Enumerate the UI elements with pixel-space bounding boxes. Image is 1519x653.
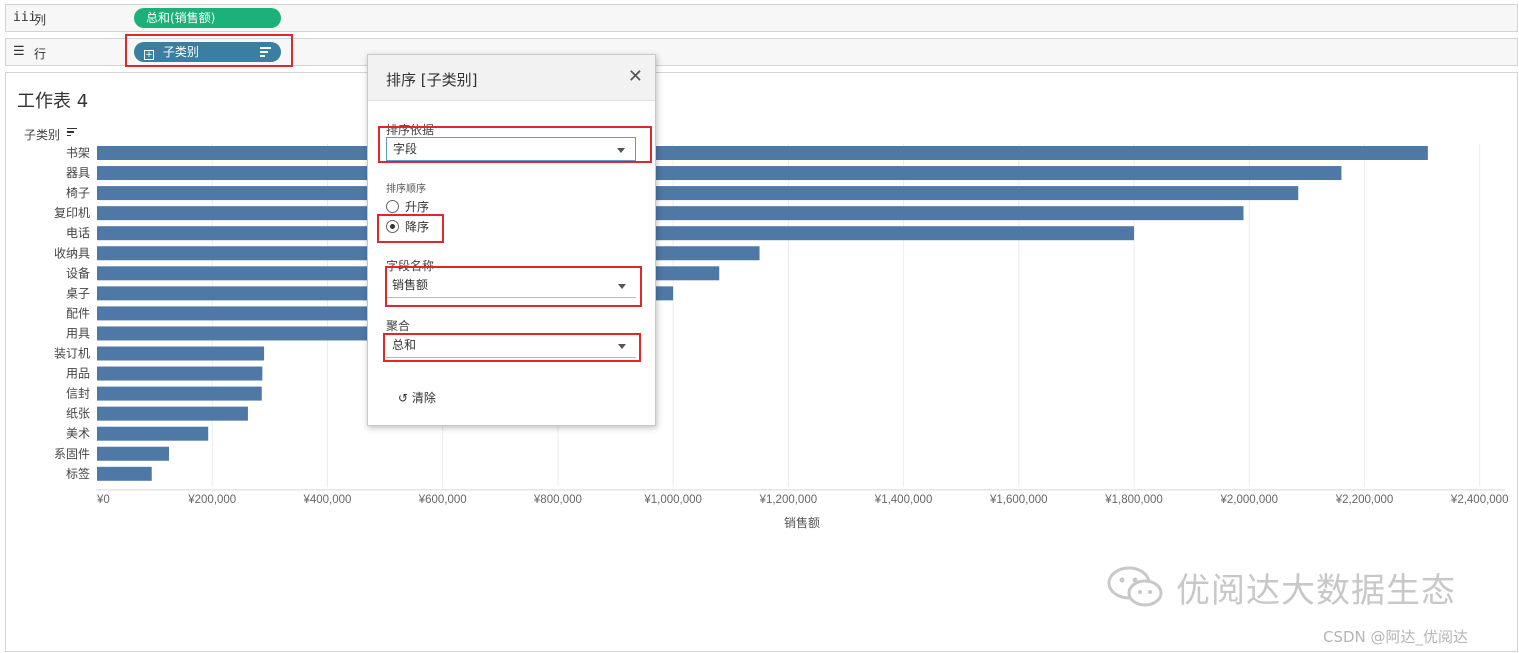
bar [97, 466, 152, 481]
credit-text: CSDN @阿达_优阅达 [1323, 628, 1469, 646]
category-label: 收纳具 [54, 246, 90, 260]
x-tick-label: ¥1,600,000 [989, 494, 1048, 506]
columns-shelf-label: 列 [34, 13, 47, 27]
category-label: 复印机 [54, 206, 90, 220]
bar [97, 346, 265, 361]
sort-order-label: 排序顺序 [386, 184, 426, 195]
chevron-down-icon [618, 284, 626, 289]
columns-shelf[interactable]: iii 列 总和(销售额) [5, 4, 1518, 32]
subcategory-axis-header[interactable]: 子类别 [24, 126, 77, 143]
category-label: 椅子 [66, 186, 90, 200]
aggregation-value: 总和 [392, 338, 417, 352]
bar [97, 186, 1299, 201]
bar [97, 166, 1342, 181]
radio-ascending-label: 升序 [405, 200, 430, 214]
field-name-select[interactable]: 销售额 [386, 274, 636, 298]
aggregation-label: 聚合 [386, 319, 411, 333]
clear-button-label: 清除 [411, 391, 436, 405]
category-label: 系固件 [54, 447, 90, 461]
wechat-logo-icon [1107, 566, 1163, 607]
sheet-title: 工作表 4 [17, 91, 89, 112]
dialog-title: 排序 [子类别] [386, 71, 478, 89]
bar [97, 366, 263, 381]
radio-descending-label: 降序 [405, 220, 430, 234]
close-icon[interactable]: ✕ [627, 66, 643, 87]
category-label: 信封 [66, 387, 90, 401]
bar [97, 146, 1428, 160]
x-tick-label: ¥2,000,000 [1219, 494, 1278, 506]
rows-icon: ☰ [13, 44, 25, 59]
rows-shelf-label: 行 [34, 47, 47, 61]
category-label: 配件 [66, 306, 90, 320]
subcategory-pill[interactable]: + 子类别 [134, 42, 281, 62]
category-label: 设备 [66, 266, 90, 280]
x-tick-label: ¥600,000 [418, 494, 467, 506]
x-tick-label: ¥0 [96, 494, 110, 506]
x-axis-title: 销售额 [784, 515, 820, 530]
sort-by-select[interactable]: 字段 [386, 137, 636, 161]
sort-descending-icon [260, 47, 271, 59]
dialog-header [368, 55, 655, 101]
x-tick-label: ¥1,400,000 [874, 494, 933, 506]
category-label: 桌子 [66, 286, 90, 300]
category-label: 书架 [66, 146, 90, 160]
bar [97, 386, 262, 401]
x-tick-label: ¥400,000 [302, 494, 351, 506]
watermark-text: 优阅达大数据生态 [1176, 571, 1456, 611]
radio-ascending-icon[interactable] [386, 200, 399, 213]
undo-icon: ↺ [398, 391, 409, 405]
x-tick-label: ¥800,000 [533, 494, 582, 506]
bar [97, 426, 209, 441]
clear-button[interactable]: ↺ 清除 [398, 389, 436, 406]
bar [97, 406, 248, 421]
category-label: 器具 [66, 166, 90, 180]
columns-icon: iii [13, 10, 37, 25]
category-label: 用品 [66, 367, 90, 381]
chevron-down-icon [617, 148, 625, 153]
field-name-value: 销售额 [392, 278, 429, 292]
sum-sales-pill[interactable]: 总和(销售额) [134, 8, 281, 28]
header-sort-icon[interactable] [66, 127, 77, 139]
sort-dialog: 排序 [子类别] ✕ 排序依据 字段 排序顺序 升序 降序 字段名称 销售额 聚… [367, 54, 656, 426]
highlight-descending [377, 214, 444, 243]
x-tick-label: ¥1,800,000 [1104, 494, 1163, 506]
radio-ascending[interactable]: 升序 [386, 199, 429, 215]
category-label: 装订机 [54, 347, 90, 361]
category-label: 电话 [66, 226, 90, 240]
category-label: 用具 [66, 326, 90, 340]
highlight-field-name [385, 266, 642, 307]
bar [97, 206, 1244, 221]
category-label: 纸张 [66, 407, 90, 421]
sum-sales-pill-label: 总和(销售额) [146, 11, 216, 25]
x-tick-label: ¥1,000,000 [643, 494, 702, 506]
x-tick-label: ¥1,200,000 [759, 494, 818, 506]
highlight-sort-by [378, 126, 652, 163]
subcategory-pill-label: 子类别 [162, 45, 199, 59]
category-label: 美术 [66, 427, 90, 441]
rows-shelf[interactable]: ☰ 行 + 子类别 [5, 38, 1518, 66]
aggregation-select[interactable]: 总和 [386, 334, 636, 358]
subcategory-axis-header-label: 子类别 [24, 128, 61, 142]
highlight-rows-pill [125, 34, 293, 67]
x-tick-label: ¥2,400,000 [1450, 494, 1509, 506]
x-tick-label: ¥200,000 [187, 494, 236, 506]
radio-descending[interactable]: 降序 [386, 219, 429, 235]
sort-by-value: 字段 [393, 142, 418, 156]
chevron-down-icon [618, 344, 626, 349]
bar [97, 446, 170, 461]
highlight-aggregation [383, 333, 641, 362]
category-label: 标签 [66, 466, 90, 481]
expand-plus-icon[interactable]: + [144, 50, 154, 60]
radio-descending-icon[interactable] [386, 220, 399, 233]
x-tick-label: ¥2,200,000 [1335, 494, 1394, 506]
